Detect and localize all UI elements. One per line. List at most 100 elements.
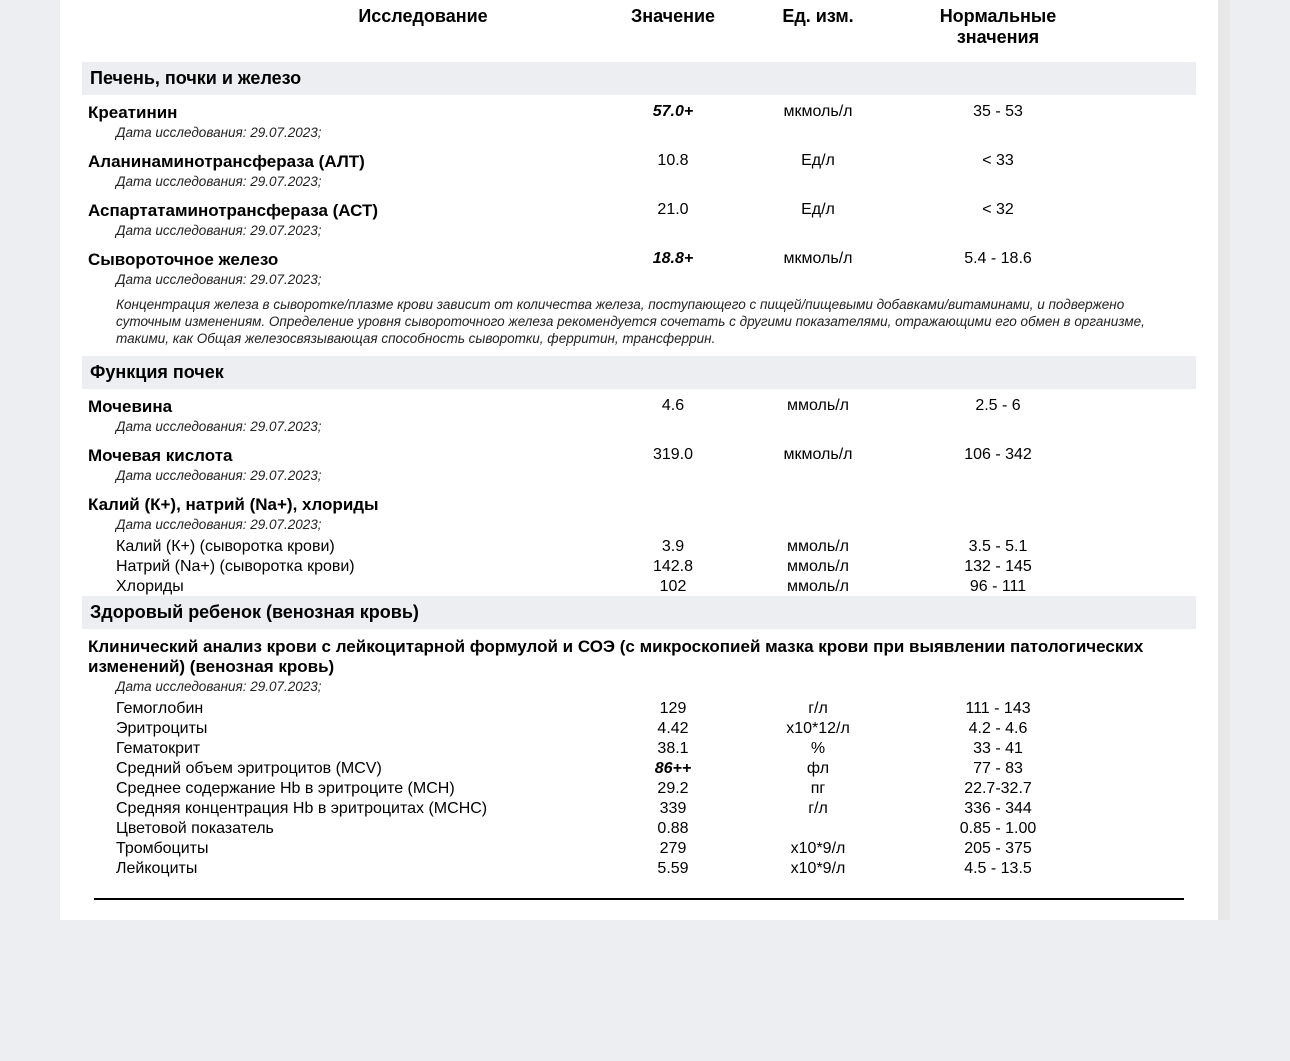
sub-test-row: Гемоглобин129г/л111 - 143 [88,698,1190,718]
section-title: Функция почек [82,356,1196,389]
sub-test-name: Тромбоциты [88,840,608,858]
sub-test-value: 0.88 [608,820,738,838]
sub-test-unit: ммоль/л [738,538,898,556]
test-date: Дата исследования: 29.07.2023; [88,515,1190,536]
sub-test-range: 96 - 111 [898,578,1098,596]
test-value: 4.6 [608,397,738,415]
sub-test-value: 3.9 [608,538,738,556]
col-header-value: Значение [608,6,738,48]
scrollbar[interactable] [1218,0,1230,920]
sub-test-range: 3.5 - 5.1 [898,538,1098,556]
sub-test-value: 129 [608,700,738,718]
sub-test-name: Хлориды [88,578,608,596]
sub-test-value: 4.42 [608,720,738,738]
sub-test-unit: ммоль/л [738,558,898,576]
test-unit: мкмоль/л [738,446,898,464]
sections-container: Печень, почки и железоКреатинин57.0+мкмо… [88,62,1190,878]
sub-test-range: 336 - 344 [898,800,1098,818]
test-row: Мочевая кислота319.0мкмоль/л106 - 342 [88,438,1190,466]
test-value: 21.0 [608,201,738,219]
footer-separator [94,898,1184,900]
sub-test-row: Средний объем эритроцитов (MCV)86++фл77 … [88,758,1190,778]
sub-test-unit: x10*9/л [738,860,898,878]
sub-test-name: Натрий (Na+) (сыворотка крови) [88,558,608,576]
test-row: Аспартатаминотрансфераза (АСТ)21.0Ед/л< … [88,193,1190,221]
sub-test-row: Тромбоциты279x10*9/л205 - 375 [88,838,1190,858]
group-heading: Клинический анализ крови с лейкоцитарной… [88,629,1190,677]
sub-test-unit [738,820,898,838]
sub-test-value: 5.59 [608,860,738,878]
test-range: < 32 [898,201,1098,219]
sub-test-value: 102 [608,578,738,596]
sub-test-range: 33 - 41 [898,740,1098,758]
sub-test-value: 38.1 [608,740,738,758]
test-range: 5.4 - 18.6 [898,250,1098,268]
sub-test-unit: пг [738,780,898,798]
test-unit: мкмоль/л [738,250,898,268]
col-header-range: Нормальные значения [898,6,1098,48]
sub-test-row: Среднее содержание Hb в эритроците (MCH)… [88,778,1190,798]
section-title: Печень, почки и железо [82,62,1196,95]
sub-test-name: Средний объем эритроцитов (MCV) [88,760,608,778]
test-row: Креатинин57.0+мкмоль/л35 - 53 [88,95,1190,123]
sub-test-value: 29.2 [608,780,738,798]
col-header-test: Исследование [88,6,608,48]
sub-test-unit: x10*9/л [738,840,898,858]
test-range: < 33 [898,152,1098,170]
sub-test-row: Эритроциты4.42x10*12/л4.2 - 4.6 [88,718,1190,738]
sub-test-row: Натрий (Na+) (сыворотка крови)142.8ммоль… [88,556,1190,576]
test-value: 57.0+ [608,103,738,121]
test-name: Калий (К+), натрий (Na+), хлориды [88,495,608,515]
sub-test-row: Лейкоциты5.59x10*9/л4.5 - 13.5 [88,858,1190,878]
test-value: 10.8 [608,152,738,170]
sub-test-range: 77 - 83 [898,760,1098,778]
test-unit: ммоль/л [738,397,898,415]
sub-test-name: Эритроциты [88,720,608,738]
sub-test-unit: % [738,740,898,758]
test-range: 35 - 53 [898,103,1098,121]
test-date: Дата исследования: 29.07.2023; [88,466,1190,487]
sub-test-range: 111 - 143 [898,700,1098,718]
sub-test-name: Средняя концентрация Hb в эритроцитах (M… [88,800,608,818]
sub-test-range: 132 - 145 [898,558,1098,576]
sub-test-name: Лейкоциты [88,860,608,878]
test-row: Аланинаминотрансфераза (АЛТ)10.8Ед/л< 33 [88,144,1190,172]
test-name: Мочевая кислота [88,446,608,466]
test-note: Концентрация железа в сыворотке/плазме к… [88,291,1190,356]
table-header: Исследование Значение Ед. изм. Нормальны… [88,0,1190,62]
test-name: Мочевина [88,397,608,417]
test-range: 106 - 342 [898,446,1098,464]
test-unit: мкмоль/л [738,103,898,121]
sub-test-value: 279 [608,840,738,858]
sub-test-row: Гематокрит38.1%33 - 41 [88,738,1190,758]
sub-test-name: Среднее содержание Hb в эритроците (MCH) [88,780,608,798]
sub-test-name: Гемоглобин [88,700,608,718]
test-date: Дата исследования: 29.07.2023; [88,677,1190,698]
sub-test-row: Калий (К+) (сыворотка крови)3.9ммоль/л3.… [88,536,1190,556]
test-name: Сывороточное железо [88,250,608,270]
sub-test-row: Средняя концентрация Hb в эритроцитах (M… [88,798,1190,818]
sub-test-value: 86++ [608,760,738,778]
sub-test-row: Цветовой показатель0.880.85 - 1.00 [88,818,1190,838]
test-name: Аланинаминотрансфераза (АЛТ) [88,152,608,172]
sub-test-range: 4.5 - 13.5 [898,860,1098,878]
test-date: Дата исследования: 29.07.2023; [88,221,1190,242]
sub-test-name: Цветовой показатель [88,820,608,838]
sub-test-unit: фл [738,760,898,778]
sub-test-unit: г/л [738,700,898,718]
test-value: 319.0 [608,446,738,464]
sub-test-unit: ммоль/л [738,578,898,596]
test-row: Калий (К+), натрий (Na+), хлориды [88,487,1190,515]
test-date: Дата исследования: 29.07.2023; [88,172,1190,193]
sub-test-name: Гематокрит [88,740,608,758]
sub-test-range: 22.7-32.7 [898,780,1098,798]
test-name: Аспартатаминотрансфераза (АСТ) [88,201,608,221]
test-row: Сывороточное железо18.8+мкмоль/л5.4 - 18… [88,242,1190,270]
test-unit: Ед/л [738,201,898,219]
sub-test-range: 205 - 375 [898,840,1098,858]
test-date: Дата исследования: 29.07.2023; [88,123,1190,144]
sub-test-unit: x10*12/л [738,720,898,738]
sub-test-range: 4.2 - 4.6 [898,720,1098,738]
sub-test-name: Калий (К+) (сыворотка крови) [88,538,608,556]
sub-test-value: 142.8 [608,558,738,576]
